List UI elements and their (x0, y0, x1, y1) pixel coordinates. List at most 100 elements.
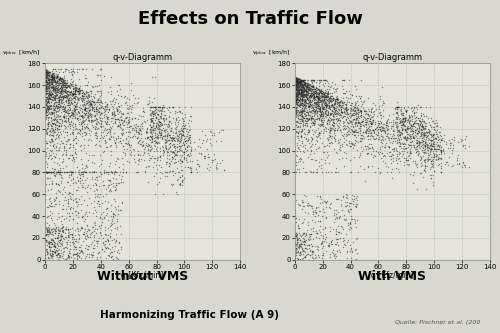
Point (317, 91, 325, 96)
Point (127, 143, 135, 148)
Point (304, 93, 312, 98)
Point (416, 124, 424, 129)
Point (424, 148, 432, 153)
Point (47, 97, 55, 102)
Point (117, 118, 125, 123)
Point (50, 120, 58, 126)
Point (437, 147, 445, 153)
Point (58, 84, 66, 90)
Point (151, 104, 159, 110)
Point (418, 139, 426, 144)
Point (44, 70, 52, 75)
Point (135, 131, 143, 136)
Point (210, 130, 218, 136)
Point (313, 108, 321, 113)
Point (326, 239, 334, 244)
Point (48, 82, 56, 87)
Point (68, 241, 76, 247)
Point (62, 120, 70, 125)
Point (82, 242, 90, 247)
Point (308, 121, 316, 126)
Point (450, 142, 458, 148)
Point (292, 152, 300, 158)
Point (42, 99, 50, 104)
Point (298, 107, 306, 113)
Point (350, 143, 358, 148)
Point (345, 121, 353, 126)
Point (44, 71, 52, 76)
Point (160, 104, 168, 110)
Point (103, 104, 111, 110)
Point (186, 141, 194, 146)
Point (70, 98, 78, 103)
Point (328, 97, 336, 102)
Point (85, 243, 93, 248)
Point (52, 118, 60, 123)
Point (48, 71, 56, 76)
Point (75, 236, 83, 241)
Point (296, 78, 304, 84)
Point (112, 238, 120, 243)
Point (50, 118, 58, 123)
Point (160, 149, 168, 154)
Point (420, 151, 428, 156)
Point (292, 230, 300, 235)
Point (312, 94, 320, 99)
Point (174, 114, 182, 120)
Point (326, 95, 334, 100)
Point (96, 88, 104, 94)
Point (81, 108, 89, 113)
Point (300, 233, 308, 238)
Point (438, 134, 446, 139)
Point (292, 76, 300, 82)
Point (294, 108, 302, 113)
Point (416, 113, 424, 118)
Point (54, 146, 62, 151)
Point (93, 243, 101, 249)
Point (373, 127, 381, 132)
Point (97, 120, 105, 125)
Point (42, 75, 50, 80)
Point (292, 197, 300, 202)
Point (42, 88, 50, 93)
Point (61, 190, 69, 195)
Point (144, 146, 152, 152)
Point (293, 99, 301, 105)
Point (319, 94, 327, 99)
Point (45, 106, 53, 111)
Point (74, 92, 82, 97)
Point (302, 230, 310, 236)
Point (422, 141, 430, 146)
Point (297, 90, 305, 96)
Point (424, 130, 432, 135)
Point (350, 142, 358, 148)
Point (57, 172, 65, 178)
Point (316, 88, 324, 93)
Point (188, 170, 196, 175)
Point (312, 142, 320, 147)
Point (74, 88, 82, 94)
Point (111, 118, 119, 123)
Point (313, 99, 321, 105)
Point (421, 149, 429, 155)
Point (392, 115, 400, 120)
Point (66, 109, 74, 115)
Point (71, 114, 79, 120)
Point (68, 110, 76, 115)
Point (330, 104, 338, 109)
Point (99, 178, 107, 183)
Point (148, 139, 156, 144)
Point (314, 96, 322, 102)
Point (310, 108, 318, 114)
Point (85, 254, 93, 260)
Point (41, 236, 49, 242)
Point (145, 164, 153, 169)
Point (110, 198, 118, 203)
Point (60, 146, 68, 151)
Point (116, 138, 124, 144)
Point (82, 228, 90, 234)
Point (408, 129, 416, 134)
Point (165, 137, 173, 142)
Point (294, 111, 302, 117)
Point (50, 232, 58, 237)
